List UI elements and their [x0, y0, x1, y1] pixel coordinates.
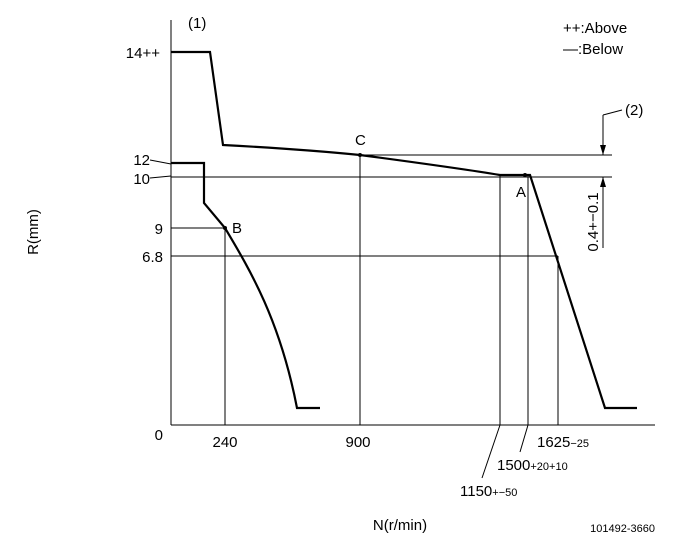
y-label: 0 [155, 427, 163, 444]
dimension-arrows [600, 109, 623, 248]
y-label: 9 [155, 221, 163, 238]
x-label-base: 1150 [460, 483, 492, 500]
legend-above: ++:Above [563, 20, 627, 37]
point-label: C [355, 132, 366, 149]
x-label-base: 1625 [537, 434, 570, 451]
point-a [523, 173, 527, 177]
y-label: 12 [133, 152, 150, 169]
x-label: 1150+−50 [460, 483, 517, 500]
x-label-tol: +20+10 [530, 461, 567, 473]
x-label-tol: −25 [570, 438, 589, 450]
drawing-number: 101492-3660 [590, 523, 655, 535]
x-label: 900 [345, 434, 370, 451]
y-label: 14++ [126, 45, 160, 62]
point-label: A [516, 184, 526, 201]
x-label: 240 [212, 434, 237, 451]
x-label: 1625−25 [537, 434, 589, 451]
note-1: (1) [188, 15, 206, 32]
y-axis-title: R(mm) [25, 209, 42, 255]
point-label: B [232, 220, 242, 237]
reference-lines [149, 154, 612, 479]
y-label: 10 [133, 171, 150, 188]
lower-curve [171, 161, 320, 410]
y-label: 6.8 [142, 249, 163, 266]
note-2: (2) [625, 102, 643, 119]
x-axis-title: N(r/min) [373, 517, 427, 534]
x-label-base: 1500 [497, 457, 530, 474]
dimension-label: 0.4+−0.1 [585, 192, 602, 251]
point-b [223, 226, 227, 230]
x-label: 1500+20+10 [497, 457, 568, 474]
point-c [358, 153, 362, 157]
legend-below: —:Below [563, 41, 623, 58]
x-label-tol: +−50 [492, 487, 517, 499]
